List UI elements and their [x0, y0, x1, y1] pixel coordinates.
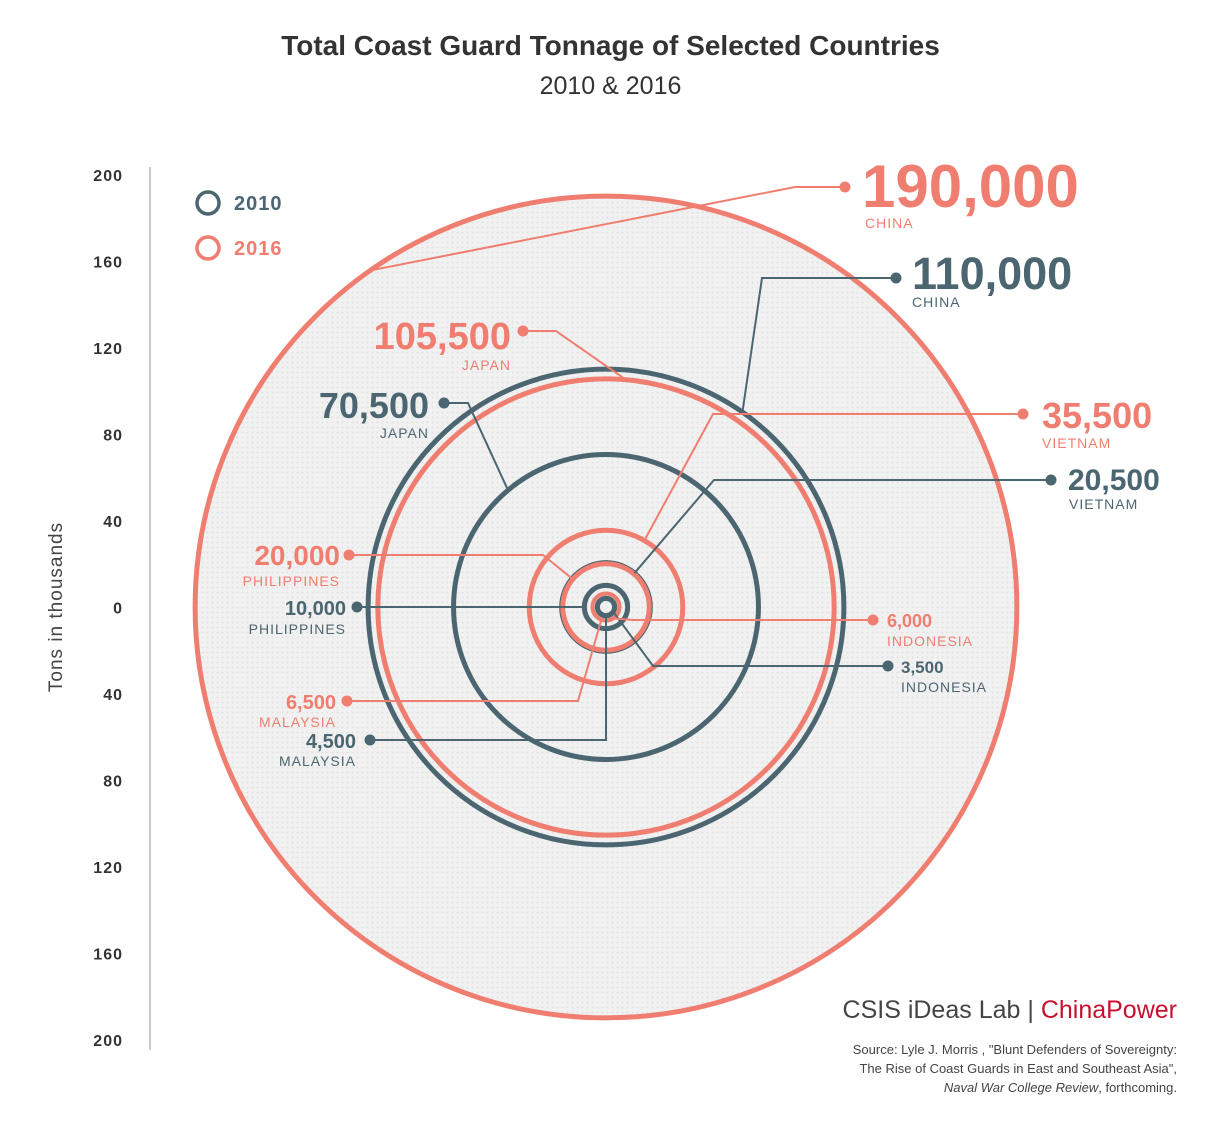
leader-line-2010-vietnam — [633, 479, 1051, 574]
country-label-2016-vietnam: VIETNAM — [1042, 435, 1111, 451]
chart-subtitle: 2010 & 2016 — [539, 72, 682, 100]
country-label-2016-indonesia: INDONESIA — [887, 633, 973, 649]
y-axis-label: Tons in thousands — [46, 522, 67, 692]
value-label-2016-philippines: 20,000 — [254, 540, 340, 571]
value-label-2010-philippines: 10,000 — [285, 598, 346, 620]
leader-line-2016-japan — [523, 330, 627, 381]
brand-logo: CSIS iDeas Lab | ChinaPower — [843, 996, 1177, 1025]
country-label-2010-philippines: PHILIPPINES — [249, 621, 346, 637]
circle-2016-china — [192, 193, 1020, 1021]
value-label-2016-japan: 105,500 — [374, 316, 511, 358]
country-label-2016-philippines: PHILIPPINES — [243, 573, 340, 589]
brand-org: CSIS iDeas Lab — [842, 996, 1021, 1024]
leader-line-2016-malaysia — [347, 619, 603, 702]
y-tick-label: 40 — [103, 687, 123, 704]
source-suffix: , forthcoming. — [1098, 1080, 1177, 1095]
y-tick-label: 120 — [93, 860, 123, 877]
country-label-2016-japan: JAPAN — [462, 357, 511, 373]
leader-line-2010-indonesia — [611, 610, 888, 667]
y-tick-label: 80 — [103, 774, 123, 791]
chart-title: Total Coast Guard Tonnage of Selected Co… — [281, 30, 940, 61]
leader-dot-2010-philippines — [351, 601, 363, 613]
value-label-2016-vietnam: 35,500 — [1042, 395, 1152, 436]
source-line-3: Naval War College Review, forthcoming. — [853, 1078, 1177, 1097]
leader-dot-2010-indonesia — [882, 660, 894, 672]
leader-line-2010-china — [741, 277, 896, 413]
country-label-2010-indonesia: INDONESIA — [901, 679, 987, 695]
leader-line-2016-philippines — [349, 554, 574, 580]
leader-dot-2010-japan — [438, 397, 450, 409]
country-label-2010-malaysia: MALAYSIA — [279, 753, 356, 769]
leader-line-2016-china — [370, 186, 845, 272]
y-tick-label: 200 — [93, 168, 123, 185]
source-journal: Naval War College Review — [943, 1080, 1099, 1095]
country-label-2010-japan: JAPAN — [380, 425, 429, 441]
leader-dot-2016-japan — [517, 325, 529, 337]
legend-2016-marker — [195, 235, 221, 261]
leader-dot-2016-malaysia — [341, 695, 353, 707]
leader-dot-2016-vietnam — [1017, 408, 1029, 420]
value-label-2016-malaysia: 6,500 — [286, 692, 336, 714]
y-tick-label: 40 — [103, 514, 123, 531]
brand-product: ChinaPower — [1040, 996, 1177, 1024]
y-tick-label: 160 — [93, 947, 123, 964]
source-line-2: The Rise of Coast Guards in East and Sou… — [859, 1061, 1177, 1076]
value-label-2010-china: 110,000 — [912, 248, 1072, 299]
y-tick-label: 160 — [93, 255, 123, 272]
leader-line-2010-malaysia — [370, 616, 607, 741]
legend-2010-label: 2010 — [234, 193, 283, 215]
leader-line-2010-japan — [444, 402, 509, 491]
y-tick-label: 0 — [113, 601, 123, 618]
legend-2010-marker — [195, 190, 221, 216]
country-label-2010-vietnam: VIETNAM — [1069, 496, 1138, 512]
value-label-2010-vietnam: 20,500 — [1068, 464, 1160, 497]
value-label-2010-malaysia: 4,500 — [306, 731, 356, 753]
value-label-2016-china: 190,000 — [862, 153, 1079, 220]
value-label-2010-japan: 70,500 — [319, 385, 429, 426]
y-tick-label: 120 — [93, 341, 123, 358]
y-tick-label: 200 — [93, 1033, 123, 1050]
country-label-2016-malaysia: MALAYSIA — [259, 714, 336, 730]
country-label-2016-china: CHINA — [865, 215, 914, 231]
circle-2010-indonesia — [596, 597, 616, 617]
legend-2016-label: 2016 — [234, 238, 283, 260]
leader-dot-2010-malaysia — [364, 734, 376, 746]
leader-line-2016-indonesia — [612, 617, 873, 621]
y-tick-label: 80 — [103, 428, 123, 445]
leader-dot-2010-china — [890, 272, 902, 284]
value-label-2016-indonesia: 6,000 — [887, 611, 932, 631]
leader-line-2016-vietnam — [643, 413, 1023, 541]
leader-dot-2010-vietnam — [1045, 474, 1057, 486]
brand-separator: | — [1027, 996, 1034, 1024]
country-label-2010-china: CHINA — [912, 294, 961, 310]
leader-dot-2016-china — [839, 181, 851, 193]
source-line-1: Source: Lyle J. Morris , "Blunt Defender… — [852, 1042, 1177, 1057]
source-note: Source: Lyle J. Morris , "Blunt Defender… — [853, 1040, 1177, 1097]
value-label-2010-indonesia: 3,500 — [901, 658, 944, 677]
leader-dot-2016-philippines — [343, 549, 355, 561]
leader-dot-2016-indonesia — [867, 614, 879, 626]
